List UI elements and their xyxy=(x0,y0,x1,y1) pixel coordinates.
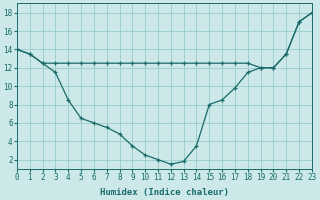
X-axis label: Humidex (Indice chaleur): Humidex (Indice chaleur) xyxy=(100,188,229,197)
